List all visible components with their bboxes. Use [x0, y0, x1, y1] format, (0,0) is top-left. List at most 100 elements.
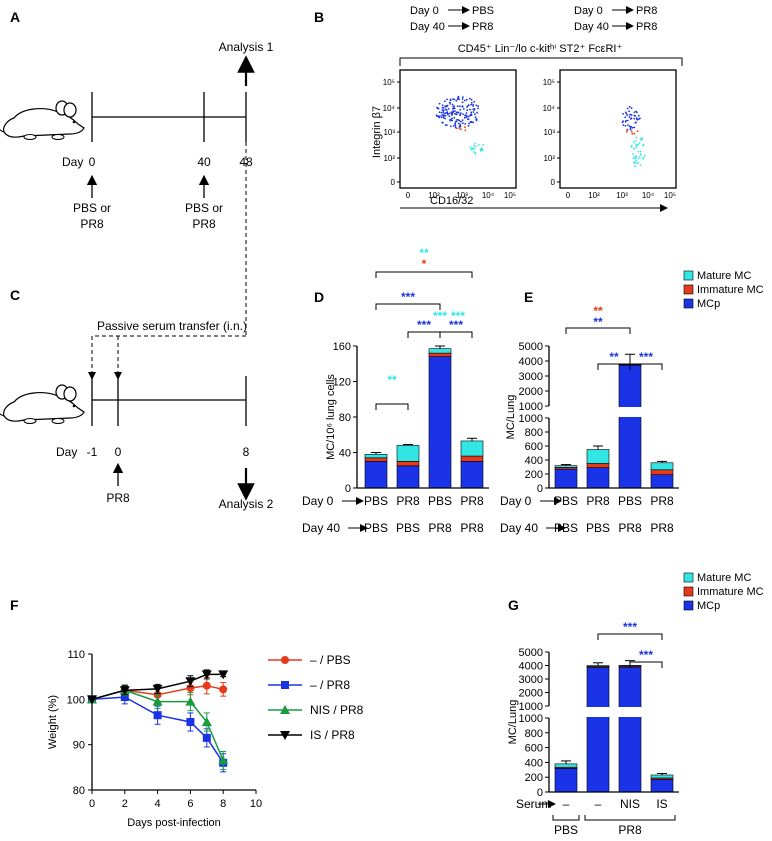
flow-dot-mcp — [450, 111, 453, 114]
flow-dot-mcp — [628, 110, 630, 113]
flow-dot-mcp — [438, 111, 441, 114]
flow-dot-mcp — [444, 124, 447, 126]
flow-dot-mcp — [462, 113, 464, 115]
flow-dot-mcp — [463, 116, 466, 119]
flow-dot-mcp — [446, 124, 448, 126]
b-xlabel: CD16/32 — [430, 195, 473, 207]
category-day40: PBS — [554, 521, 578, 535]
significance-label: ** — [609, 350, 619, 364]
flow-dot-mcp — [467, 115, 470, 118]
y-tick-label: 80 — [339, 412, 351, 424]
y-tick-label: 5000 — [519, 341, 543, 353]
flow-dot-mcp — [452, 124, 455, 127]
flow-dot-mcp — [447, 108, 450, 110]
y-tick-label: 40 — [339, 448, 351, 460]
y-tick-label: 3000 — [519, 674, 543, 686]
day-label-a: Day — [62, 155, 83, 169]
flow-dot-mcp — [453, 116, 456, 119]
row-label-day0: Day 0 — [302, 494, 334, 508]
x-tick-label: 10² — [428, 191, 440, 200]
flow-dot-mcp — [448, 112, 451, 115]
treatment-2-line1: PBS or — [185, 201, 223, 215]
flow-dot-mature — [474, 152, 477, 154]
flow-dot-mcp — [462, 122, 464, 124]
flow-dot-mcp — [459, 108, 462, 111]
y-tick-label: 3000 — [519, 371, 543, 383]
flow-dot-mature — [635, 144, 638, 147]
panel-label-b: B — [314, 9, 324, 25]
flow-dot-mcp — [461, 105, 464, 107]
panel-label-c: C — [10, 287, 20, 303]
category-day40: PR8 — [650, 521, 674, 535]
bar-mcp — [618, 364, 642, 489]
flow-dot-mature — [481, 149, 484, 152]
panel-c: C Passive serum transfer (i.n.) Day -1 0… — [0, 287, 274, 511]
flow-dot-mcp — [449, 119, 451, 122]
flow-dot-mcp — [472, 108, 475, 110]
flow-dot-mature — [639, 153, 642, 156]
flow-dot-mcp — [633, 117, 636, 120]
flow-dot-mature — [632, 141, 635, 144]
y-tick-label: 600 — [525, 441, 543, 453]
flow-dot-mcp — [631, 126, 634, 129]
flow-dot-mature — [637, 143, 640, 146]
panel-f: F 0 2 4 6 8 10 80 90 100 110 Days post-infection We… — [10, 597, 364, 829]
group-label-pr8: PR8 — [618, 823, 642, 837]
flow-dot-mature — [638, 142, 641, 145]
category-day0: PR8 — [650, 494, 674, 508]
tick-day-48: 48 — [239, 155, 253, 169]
data-point — [201, 670, 212, 680]
y-tick-label: 1000 — [519, 401, 543, 413]
tick-day-8: 8 — [243, 445, 250, 459]
bar-mcp — [586, 467, 610, 489]
bar-mature-mc — [650, 774, 674, 779]
flow-dot-mcp — [458, 98, 460, 100]
flow-plot-pr8 — [559, 69, 677, 189]
flow-dot-mature — [635, 136, 638, 139]
data-point — [120, 693, 129, 702]
flow-dot-mcp — [468, 122, 470, 125]
category-day40: PR8 — [460, 521, 484, 535]
axis-break — [550, 407, 685, 417]
flow-dot-mcp — [443, 112, 445, 115]
mouse-icon — [0, 384, 85, 424]
category-day40: PBS — [396, 521, 420, 535]
category-label: IS — [656, 797, 667, 811]
x-tick-label: 4 — [155, 798, 161, 810]
flow-dot-mcp — [635, 117, 638, 119]
flow-dot-mcp — [459, 123, 462, 126]
flow-dot-mcp — [448, 101, 451, 104]
category-day0: PBS — [428, 494, 452, 508]
data-point — [202, 733, 211, 742]
flow-dot-mature — [473, 144, 475, 147]
flow-dot-mcp — [472, 111, 475, 113]
flow-dot-immature — [636, 130, 639, 133]
x-tick-label: 8 — [220, 798, 226, 810]
flow-dot-mcp — [475, 119, 478, 122]
category-day0: PBS — [554, 494, 578, 508]
flow-dot-mcp — [441, 121, 444, 124]
y-tick-label: 10⁵ — [543, 78, 555, 87]
y-tick-label: 10² — [543, 154, 555, 163]
flow-dot-mcp — [451, 114, 453, 116]
flow-dot-mcp — [444, 114, 447, 117]
flow-dot-mcp — [469, 97, 471, 100]
bar-mature-mc — [554, 465, 578, 468]
flow-dot-mcp — [469, 114, 472, 116]
flow-dot-mcp — [628, 116, 631, 118]
bar-mature-mc — [364, 453, 388, 459]
flow-dot-mcp — [472, 103, 474, 106]
flow-dot-mature — [634, 165, 636, 168]
flow-dot-mcp — [472, 121, 475, 124]
flow-dot-mcp — [440, 116, 443, 119]
flow-dot-immature — [455, 127, 458, 130]
x-tick-label: 10³ — [616, 191, 628, 200]
flow-dot-mcp — [465, 98, 468, 101]
gate-label: CD45⁺ Lin⁻/lo c-kitʰⁱ ST2⁺ FcεRI⁺ — [458, 43, 623, 55]
flow-dot-mature — [635, 146, 637, 149]
flow-dot-mature — [637, 157, 640, 160]
x-tick-label: 10² — [588, 191, 600, 200]
analysis-1-label: Analysis 1 — [219, 40, 274, 54]
flow-dot-mcp — [470, 111, 473, 114]
y-tick-label: 4000 — [519, 356, 543, 368]
